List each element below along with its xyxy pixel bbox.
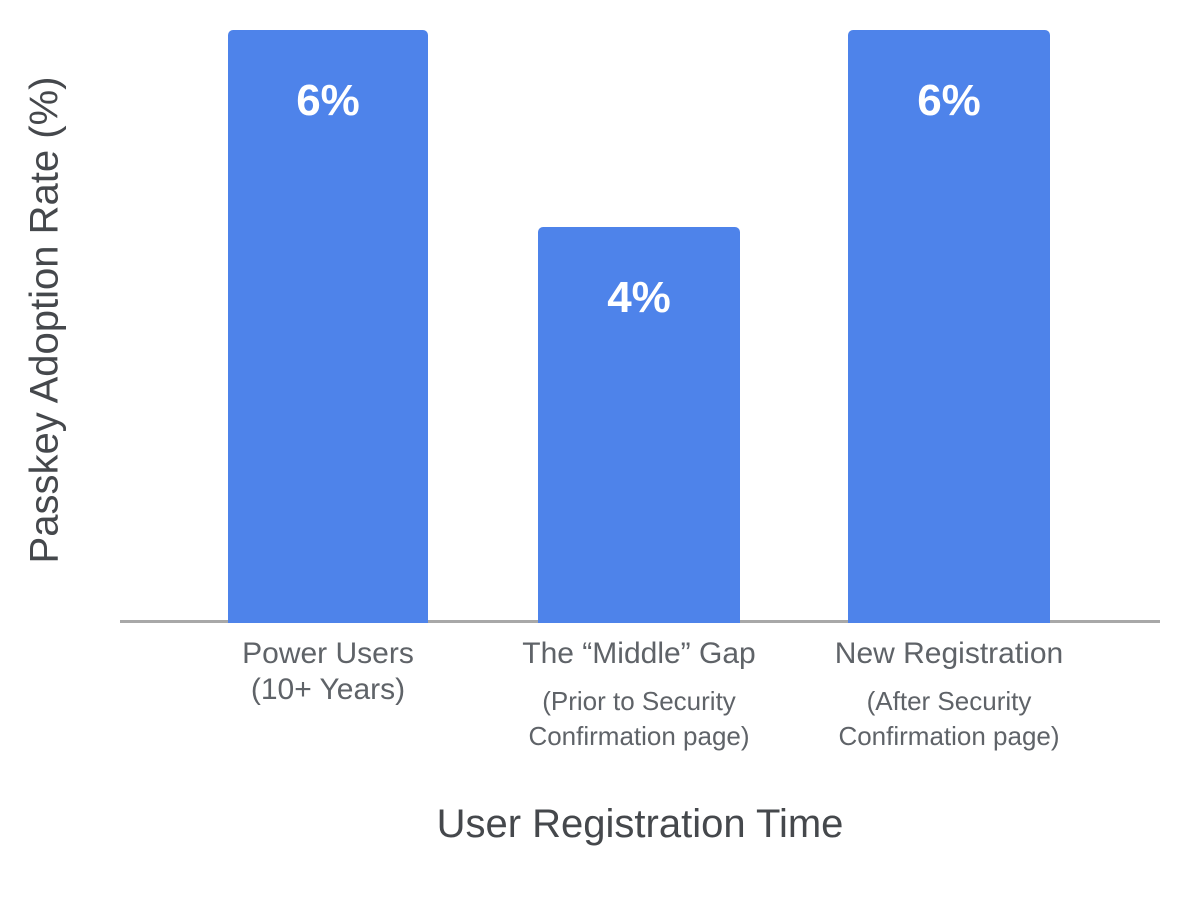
category-label: New Registration [834,637,1064,670]
category-sublabel: (Prior to Security Confirmation page) [528,686,750,751]
plot-area: 6% 4% 6% [120,0,1160,623]
category-label: The “Middle” Gap [522,637,756,670]
bar-power-users: 6% [228,29,428,623]
bar-value-label: 6% [296,75,360,125]
category-sublabel: (10+ Years) [250,673,406,706]
bar-value-label: 4% [607,273,671,323]
category-middle-gap: The “Middle” Gap (Prior to Security Conf… [483,636,795,754]
category-power-users: Power Users (10+ Years) [172,636,484,708]
category-label: Power Users [242,637,414,670]
bar-middle-gap: 4% [538,227,740,623]
category-sublabel: (After Security Confirmation page) [838,686,1060,751]
y-axis-title: Passkey Adoption Rate (%) [22,76,67,564]
bar-value-label: 6% [917,75,981,125]
x-axis-category-labels: Power Users (10+ Years) The “Middle” Gap… [0,636,1198,766]
x-axis-title: User Registration Time [436,802,844,846]
bar-new-registration: 6% [848,29,1050,623]
category-new-registration: New Registration (After Security Confirm… [793,636,1105,754]
